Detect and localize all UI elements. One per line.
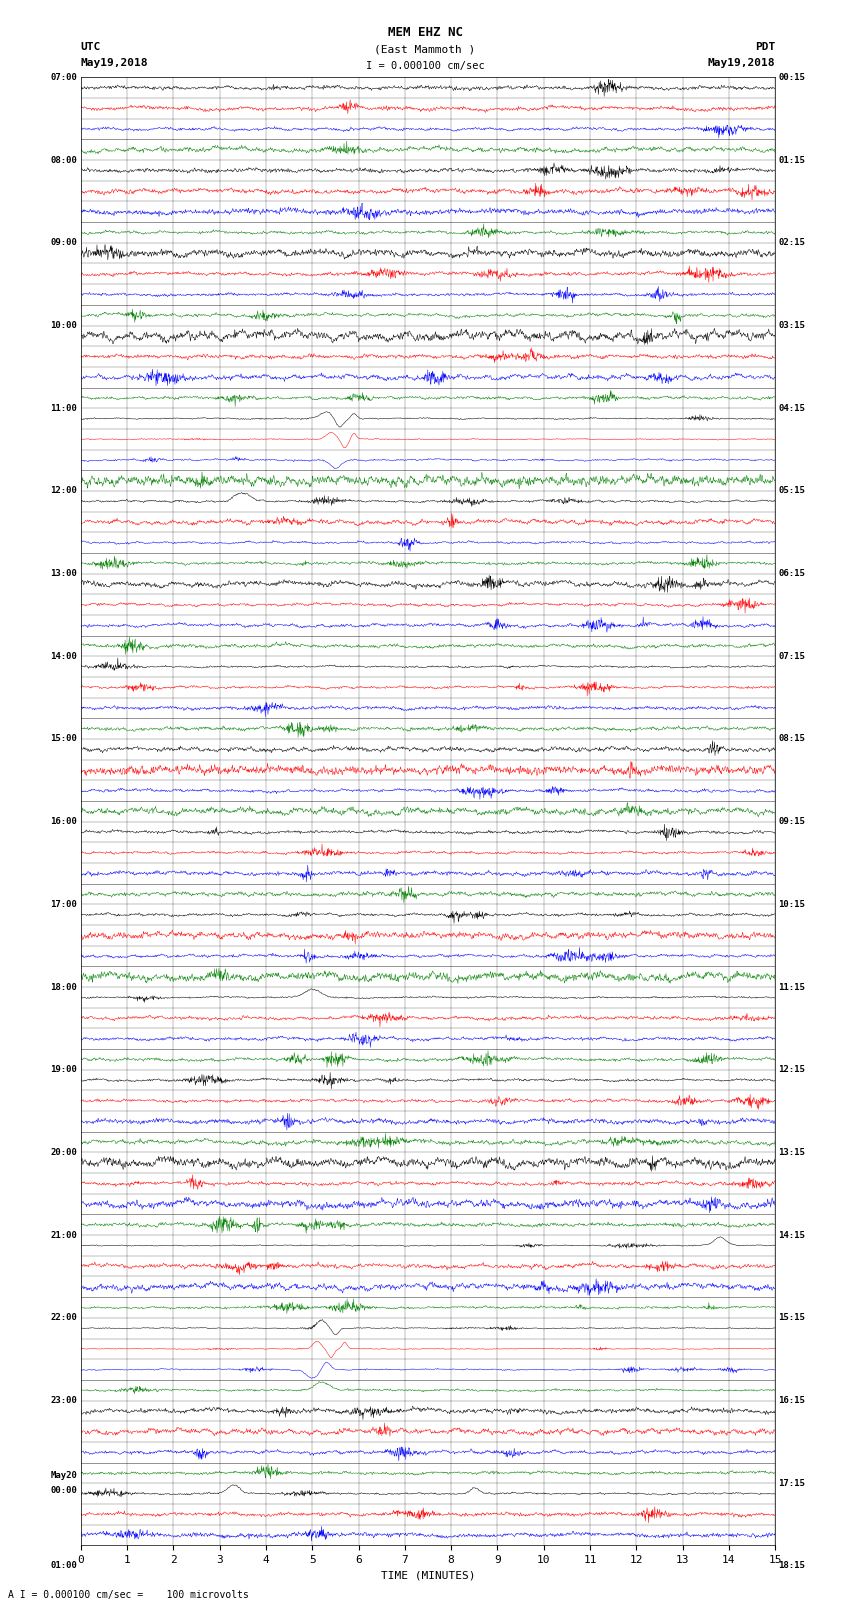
Text: 18:15: 18:15 [779, 1561, 806, 1571]
Text: 10:15: 10:15 [779, 900, 806, 908]
Text: 08:15: 08:15 [779, 734, 806, 744]
Text: 09:00: 09:00 [50, 239, 77, 247]
Text: May19,2018: May19,2018 [81, 58, 148, 68]
Text: 01:15: 01:15 [779, 155, 806, 165]
Text: 01:00: 01:00 [50, 1561, 77, 1571]
Text: 16:15: 16:15 [779, 1395, 806, 1405]
Text: 19:00: 19:00 [50, 1065, 77, 1074]
Text: May20: May20 [50, 1471, 77, 1481]
Text: (East Mammoth ): (East Mammoth ) [374, 45, 476, 55]
Text: A I = 0.000100 cm/sec =    100 microvolts: A I = 0.000100 cm/sec = 100 microvolts [8, 1590, 249, 1600]
Text: 14:00: 14:00 [50, 652, 77, 661]
Text: 22:00: 22:00 [50, 1313, 77, 1323]
Text: 12:00: 12:00 [50, 487, 77, 495]
Text: 05:15: 05:15 [779, 487, 806, 495]
Text: PDT: PDT [755, 42, 775, 52]
Text: 03:15: 03:15 [779, 321, 806, 331]
Text: MEM EHZ NC: MEM EHZ NC [388, 26, 462, 39]
Text: 00:15: 00:15 [779, 73, 806, 82]
Text: 07:15: 07:15 [779, 652, 806, 661]
Text: 09:15: 09:15 [779, 818, 806, 826]
Text: May19,2018: May19,2018 [708, 58, 775, 68]
Text: 13:00: 13:00 [50, 569, 77, 577]
Text: UTC: UTC [81, 42, 101, 52]
Text: 16:00: 16:00 [50, 818, 77, 826]
Text: 17:15: 17:15 [779, 1479, 806, 1487]
Text: 17:00: 17:00 [50, 900, 77, 908]
Text: 15:15: 15:15 [779, 1313, 806, 1323]
X-axis label: TIME (MINUTES): TIME (MINUTES) [381, 1571, 475, 1581]
Text: 08:00: 08:00 [50, 155, 77, 165]
Text: 07:00: 07:00 [50, 73, 77, 82]
Text: 21:00: 21:00 [50, 1231, 77, 1240]
Text: 04:15: 04:15 [779, 403, 806, 413]
Text: 00:00: 00:00 [50, 1487, 77, 1495]
Text: 18:00: 18:00 [50, 982, 77, 992]
Text: 15:00: 15:00 [50, 734, 77, 744]
Text: 20:00: 20:00 [50, 1148, 77, 1157]
Text: 06:15: 06:15 [779, 569, 806, 577]
Text: 23:00: 23:00 [50, 1395, 77, 1405]
Text: 02:15: 02:15 [779, 239, 806, 247]
Text: 13:15: 13:15 [779, 1148, 806, 1157]
Text: I = 0.000100 cm/sec: I = 0.000100 cm/sec [366, 61, 484, 71]
Text: 11:00: 11:00 [50, 403, 77, 413]
Text: 14:15: 14:15 [779, 1231, 806, 1240]
Text: 12:15: 12:15 [779, 1065, 806, 1074]
Text: 11:15: 11:15 [779, 982, 806, 992]
Text: 10:00: 10:00 [50, 321, 77, 331]
